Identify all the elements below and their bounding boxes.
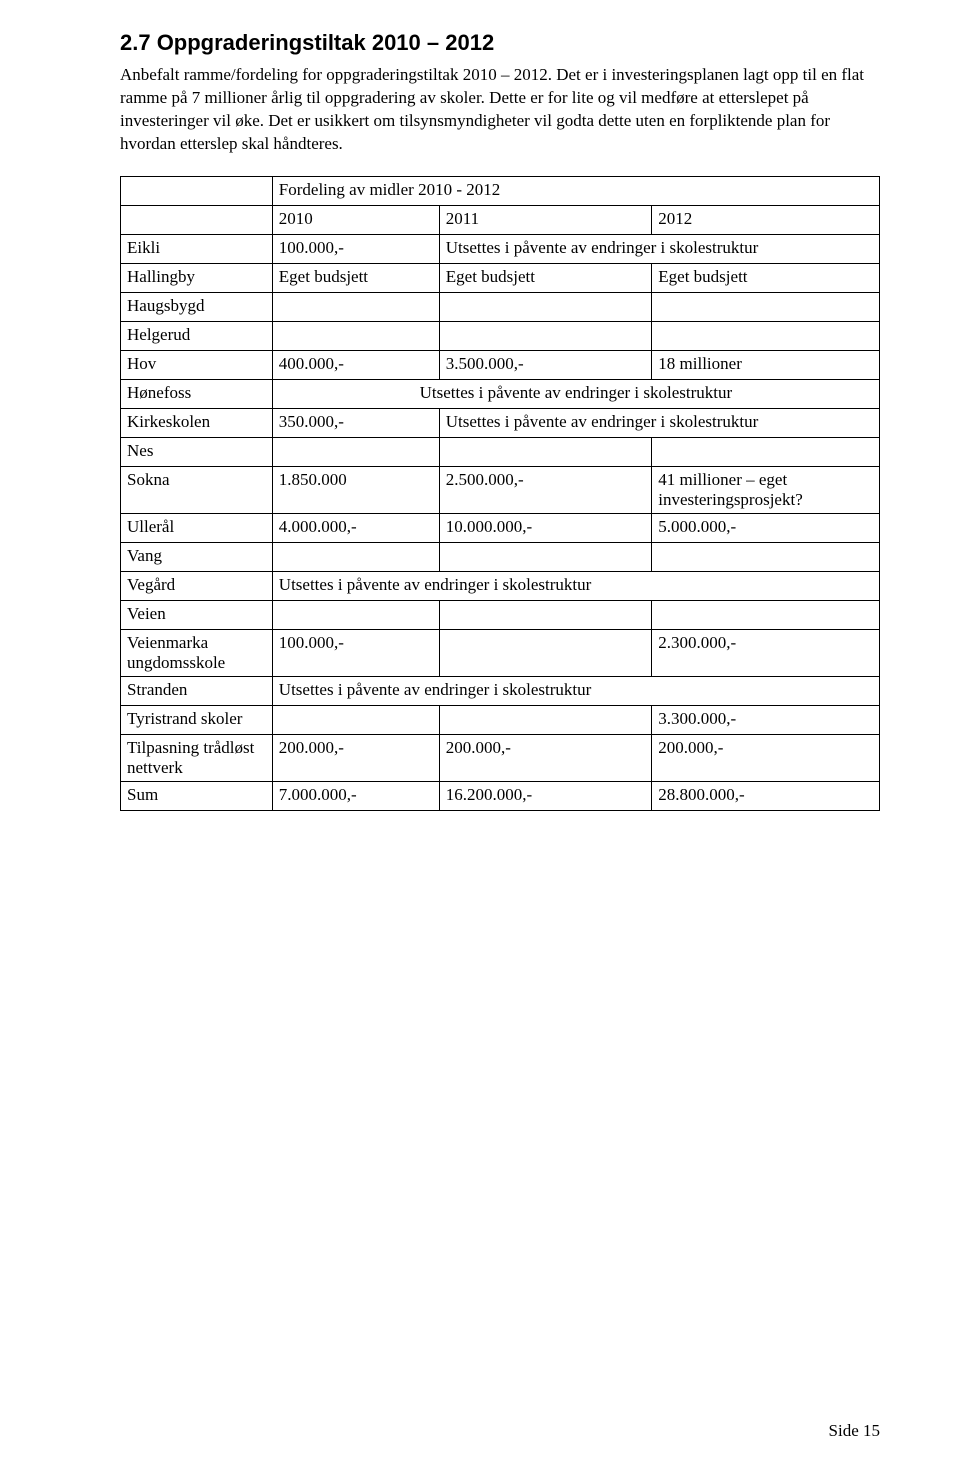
- header-blank-2: [121, 205, 273, 234]
- row-kirkeskolen: Kirkeskolen 350.000,- Utsettes i påvente…: [121, 408, 880, 437]
- row-veien: Veien: [121, 600, 880, 629]
- cell: Utsettes i påvente av endringer i skoles…: [439, 234, 879, 263]
- cell: 28.800.000,-: [652, 781, 880, 810]
- cell: [652, 600, 880, 629]
- allocation-table: Fordeling av midler 2010 - 2012 2010 201…: [120, 176, 880, 811]
- row-honefoss: Hønefoss Utsettes i påvente av endringer…: [121, 379, 880, 408]
- cell: 3.500.000,-: [439, 350, 652, 379]
- cell: 100.000,-: [272, 629, 439, 676]
- label: Vang: [121, 542, 273, 571]
- page-footer: Side 15: [829, 1421, 880, 1441]
- cell: [272, 705, 439, 734]
- label: Helgerud: [121, 321, 273, 350]
- row-ulleral: Ullerål 4.000.000,- 10.000.000,- 5.000.0…: [121, 513, 880, 542]
- label: Stranden: [121, 676, 273, 705]
- section-heading: 2.7 Oppgraderingstiltak 2010 – 2012: [120, 30, 880, 56]
- cell: [272, 542, 439, 571]
- row-stranden: Stranden Utsettes i påvente av endringer…: [121, 676, 880, 705]
- label: Hov: [121, 350, 273, 379]
- label: Vegård: [121, 571, 273, 600]
- label: Ullerål: [121, 513, 273, 542]
- cell: 18 millioner: [652, 350, 880, 379]
- label: Sum: [121, 781, 273, 810]
- cell: [439, 321, 652, 350]
- cell: [439, 292, 652, 321]
- label: Tilpasning trådløst nettverk: [121, 734, 273, 781]
- cell: 7.000.000,-: [272, 781, 439, 810]
- cell: 350.000,-: [272, 408, 439, 437]
- cell: Utsettes i påvente av endringer i skoles…: [439, 408, 879, 437]
- label: Kirkeskolen: [121, 408, 273, 437]
- label: Sokna: [121, 466, 273, 513]
- row-haugsbygd: Haugsbygd: [121, 292, 880, 321]
- cell: 200.000,-: [272, 734, 439, 781]
- label: Tyristrand skoler: [121, 705, 273, 734]
- cell: [272, 437, 439, 466]
- row-veienmarka: Veienmarka ungdomsskole 100.000,- 2.300.…: [121, 629, 880, 676]
- row-helgerud: Helgerud: [121, 321, 880, 350]
- label: Veien: [121, 600, 273, 629]
- cell: 1.850.000: [272, 466, 439, 513]
- cell: [439, 705, 652, 734]
- page: 2.7 Oppgraderingstiltak 2010 – 2012 Anbe…: [0, 0, 960, 1481]
- cell: 200.000,-: [652, 734, 880, 781]
- row-vegard: Vegård Utsettes i påvente av endringer i…: [121, 571, 880, 600]
- row-hov: Hov 400.000,- 3.500.000,- 18 millioner: [121, 350, 880, 379]
- cell: [439, 542, 652, 571]
- row-vang: Vang: [121, 542, 880, 571]
- header-blank: [121, 176, 273, 205]
- cell: [272, 600, 439, 629]
- row-tilpasning: Tilpasning trådløst nettverk 200.000,- 2…: [121, 734, 880, 781]
- header-row-1: Fordeling av midler 2010 - 2012: [121, 176, 880, 205]
- cell: [439, 437, 652, 466]
- cell: 4.000.000,-: [272, 513, 439, 542]
- cell: [652, 542, 880, 571]
- cell: Utsettes i påvente av endringer i skoles…: [272, 379, 879, 408]
- intro-paragraph: Anbefalt ramme/fordeling for oppgraderin…: [120, 64, 880, 156]
- year-2010: 2010: [272, 205, 439, 234]
- label: Veienmarka ungdomsskole: [121, 629, 273, 676]
- cell: 400.000,-: [272, 350, 439, 379]
- row-nes: Nes: [121, 437, 880, 466]
- cell: 3.300.000,-: [652, 705, 880, 734]
- cell: Utsettes i påvente av endringer i skoles…: [272, 676, 879, 705]
- year-2012: 2012: [652, 205, 880, 234]
- header-span: Fordeling av midler 2010 - 2012: [272, 176, 879, 205]
- cell: Eget budsjett: [652, 263, 880, 292]
- row-tyristrand: Tyristrand skoler 3.300.000,-: [121, 705, 880, 734]
- label: Hønefoss: [121, 379, 273, 408]
- cell: 200.000,-: [439, 734, 652, 781]
- cell: Utsettes i påvente av endringer i skoles…: [272, 571, 879, 600]
- cell: 41 millioner – eget investeringsprosjekt…: [652, 466, 880, 513]
- cell: Eget budsjett: [272, 263, 439, 292]
- row-sum: Sum 7.000.000,- 16.200.000,- 28.800.000,…: [121, 781, 880, 810]
- label: Hallingby: [121, 263, 273, 292]
- cell: [652, 321, 880, 350]
- row-eikli: Eikli 100.000,- Utsettes i påvente av en…: [121, 234, 880, 263]
- cell: [272, 321, 439, 350]
- label: Eikli: [121, 234, 273, 263]
- year-2011: 2011: [439, 205, 652, 234]
- row-sokna: Sokna 1.850.000 2.500.000,- 41 millioner…: [121, 466, 880, 513]
- cell: 10.000.000,-: [439, 513, 652, 542]
- cell: [652, 292, 880, 321]
- cell: 2.300.000,-: [652, 629, 880, 676]
- cell: Eget budsjett: [439, 263, 652, 292]
- cell: [439, 629, 652, 676]
- cell: [272, 292, 439, 321]
- cell: 2.500.000,-: [439, 466, 652, 513]
- cell: 16.200.000,-: [439, 781, 652, 810]
- cell: 5.000.000,-: [652, 513, 880, 542]
- row-hallingby: Hallingby Eget budsjett Eget budsjett Eg…: [121, 263, 880, 292]
- label: Nes: [121, 437, 273, 466]
- cell: [652, 437, 880, 466]
- cell: 100.000,-: [272, 234, 439, 263]
- cell: [439, 600, 652, 629]
- header-row-2: 2010 2011 2012: [121, 205, 880, 234]
- label: Haugsbygd: [121, 292, 273, 321]
